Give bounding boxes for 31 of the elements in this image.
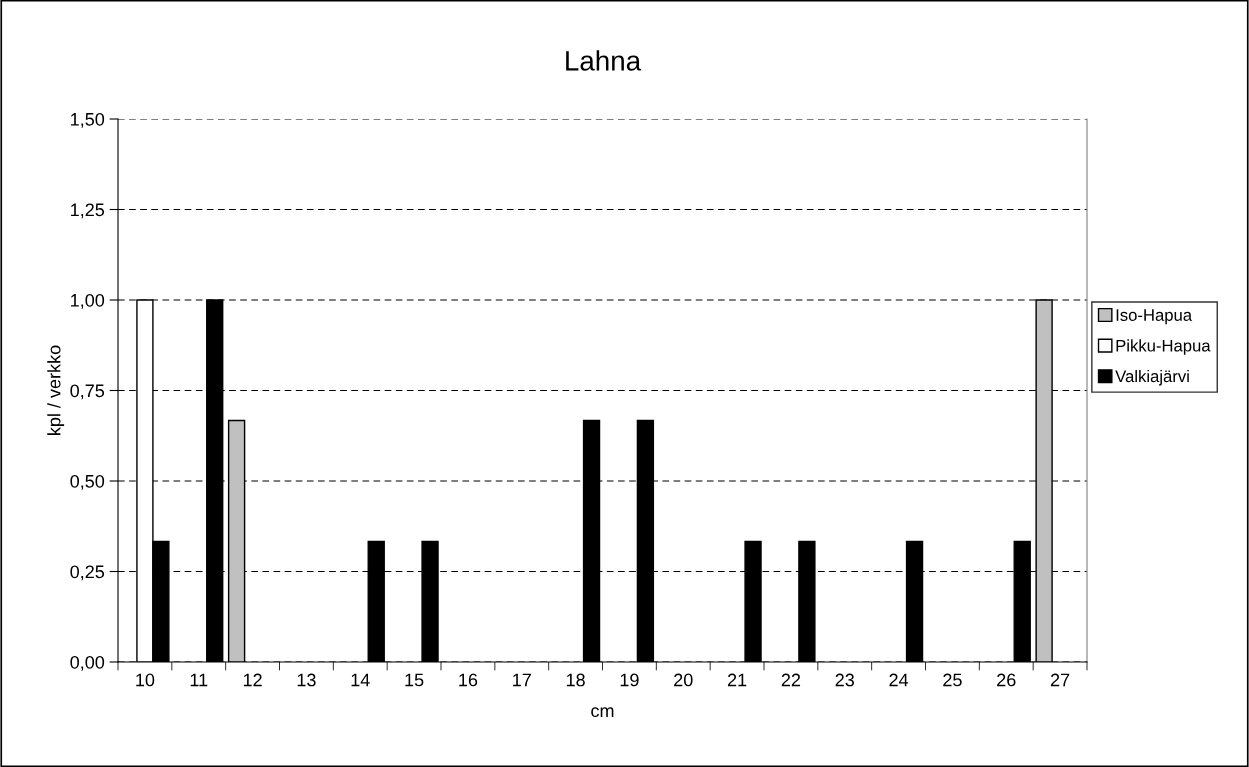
x-tick-label: 21	[727, 673, 747, 687]
x-tick-label: 19	[620, 673, 639, 687]
x-tick-label: 15	[405, 673, 424, 687]
y-tick-label: 1,25	[71, 203, 105, 219]
legend-label: Valkiajärvi	[1115, 369, 1189, 386]
y-tick-label: 1,50	[71, 112, 105, 128]
x-tick-label: 25	[943, 673, 962, 687]
x-tick-label: 10	[136, 673, 155, 687]
y-tick-label: 0,75	[70, 384, 105, 400]
x-tick-label: 16	[459, 673, 478, 687]
y-tick-label: 1,00	[71, 293, 105, 309]
y-tick-label: 0,00	[70, 655, 105, 671]
x-tick-label: 24	[889, 673, 909, 687]
x-tick-label: 23	[835, 673, 854, 687]
y-axis-title: kpl / verkko	[47, 345, 65, 435]
x-tick-label: 22	[781, 673, 801, 687]
y-tick-label: 0,25	[70, 565, 105, 581]
legend-label: Pikku-Hapua	[1116, 339, 1211, 355]
x-tick-label: 13	[297, 673, 316, 687]
x-tick-label: 26	[997, 673, 1016, 687]
x-tick-label: 11	[190, 673, 208, 687]
x-tick-label: 14	[351, 673, 370, 687]
x-tick-label: 20	[674, 673, 693, 687]
x-axis-title: cm	[591, 707, 614, 718]
chart-title: Lahna	[566, 50, 642, 71]
x-tick-label: 12	[243, 673, 262, 687]
y-tick-label: 0,50	[70, 474, 105, 490]
x-tick-label: 18	[566, 673, 585, 687]
x-tick-label: 17	[513, 673, 531, 687]
x-tick-label: 27	[1050, 673, 1070, 687]
legend-label: Iso-Hapua	[1116, 309, 1193, 325]
